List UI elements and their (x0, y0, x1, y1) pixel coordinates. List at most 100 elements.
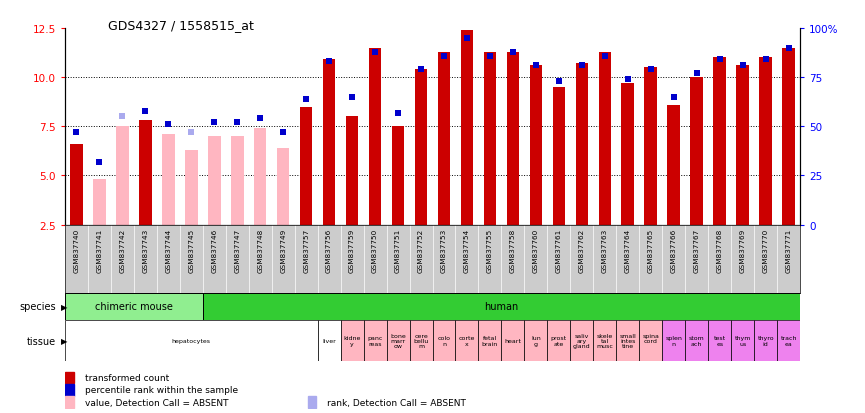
Text: GSM837754: GSM837754 (464, 228, 470, 273)
Bar (300, 107, 312, 225)
Text: ▶: ▶ (61, 302, 67, 311)
Bar (484, 52, 497, 225)
Text: GSM837771: GSM837771 (785, 228, 791, 273)
Bar (777, 320, 800, 361)
Text: corte
x: corte x (458, 335, 475, 346)
Text: GSM837744: GSM837744 (165, 228, 171, 273)
Bar (65, 396, 74, 408)
Bar (116, 127, 129, 225)
Bar (714, 58, 726, 225)
Text: lun
g: lun g (531, 335, 541, 346)
Bar (432, 320, 456, 361)
Bar (65, 372, 74, 383)
Text: small
intes
tine: small intes tine (619, 333, 636, 349)
Text: bone
marr
ow: bone marr ow (390, 333, 406, 349)
Bar (548, 320, 570, 361)
Text: human: human (484, 301, 518, 312)
Bar (731, 320, 754, 361)
Bar (599, 52, 612, 225)
Text: GSM837761: GSM837761 (556, 228, 562, 273)
Text: GSM837756: GSM837756 (326, 228, 332, 273)
Text: heart: heart (504, 338, 522, 343)
Bar (368, 49, 381, 225)
Text: GSM837748: GSM837748 (257, 228, 263, 273)
Bar (253, 129, 266, 225)
Bar (162, 135, 175, 225)
Bar (502, 320, 524, 361)
Text: GSM837763: GSM837763 (602, 228, 608, 273)
Text: species: species (20, 301, 56, 312)
Bar (593, 320, 616, 361)
Bar (185, 150, 197, 225)
Text: rank, Detection Call = ABSENT: rank, Detection Call = ABSENT (327, 398, 466, 407)
Text: GSM837743: GSM837743 (143, 228, 148, 273)
Text: GSM837752: GSM837752 (418, 228, 424, 273)
Text: liver: liver (323, 338, 336, 343)
Text: GSM837762: GSM837762 (579, 228, 585, 273)
Bar (754, 320, 777, 361)
Bar (507, 52, 519, 225)
Bar (139, 121, 151, 225)
Bar (392, 127, 404, 225)
Text: percentile rank within the sample: percentile rank within the sample (85, 385, 238, 394)
Text: chimeric mouse: chimeric mouse (95, 301, 173, 312)
Text: trach
ea: trach ea (780, 335, 797, 346)
Text: GSM837755: GSM837755 (487, 228, 493, 273)
Bar (478, 320, 502, 361)
Bar (461, 31, 473, 225)
Bar (685, 320, 708, 361)
Bar (575, 64, 588, 225)
Text: cere
bellu
m: cere bellu m (413, 333, 429, 349)
Bar (524, 320, 548, 361)
Text: GSM837750: GSM837750 (372, 228, 378, 273)
Text: GSM837770: GSM837770 (763, 228, 769, 273)
Text: thym
us: thym us (734, 335, 751, 346)
Bar (231, 137, 244, 225)
Bar (438, 52, 451, 225)
Bar (663, 320, 685, 361)
Bar (644, 68, 657, 225)
Text: kidne
y: kidne y (343, 335, 361, 346)
Bar (387, 320, 409, 361)
Bar (409, 320, 432, 361)
Text: GSM837749: GSM837749 (280, 228, 286, 273)
Bar (616, 320, 639, 361)
Bar (363, 320, 387, 361)
Text: skele
tal
musc: skele tal musc (596, 333, 613, 349)
Text: prost
ate: prost ate (551, 335, 567, 346)
Bar (529, 66, 542, 225)
Text: GSM837765: GSM837765 (648, 228, 654, 273)
Text: GSM837769: GSM837769 (740, 228, 746, 273)
Bar (736, 66, 749, 225)
Text: GDS4327 / 1558515_at: GDS4327 / 1558515_at (108, 19, 254, 31)
Text: GSM837760: GSM837760 (533, 228, 539, 273)
Text: GSM837759: GSM837759 (349, 228, 355, 273)
Text: GSM837767: GSM837767 (694, 228, 700, 273)
Text: GSM837764: GSM837764 (625, 228, 631, 273)
Text: spina
cord: spina cord (643, 333, 659, 349)
Text: tissue: tissue (27, 336, 56, 346)
Text: GSM837747: GSM837747 (234, 228, 240, 273)
Text: GSM837758: GSM837758 (510, 228, 516, 273)
Bar (346, 117, 358, 225)
Bar (414, 70, 427, 225)
Text: ▶: ▶ (61, 336, 67, 345)
Text: GSM837741: GSM837741 (96, 228, 102, 273)
Text: GSM837751: GSM837751 (395, 228, 401, 273)
Bar (317, 320, 341, 361)
Text: colo
n: colo n (438, 335, 451, 346)
Bar (668, 105, 680, 225)
Text: value, Detection Call = ABSENT: value, Detection Call = ABSENT (85, 398, 228, 407)
Bar (708, 320, 731, 361)
Bar (70, 145, 83, 225)
Text: splen
n: splen n (665, 335, 682, 346)
Text: fetal
brain: fetal brain (482, 335, 498, 346)
Text: GSM837766: GSM837766 (670, 228, 676, 273)
Bar (690, 78, 703, 225)
Text: test
es: test es (714, 335, 726, 346)
Bar (208, 137, 221, 225)
Bar (65, 384, 74, 396)
Bar (341, 320, 363, 361)
Text: saliv
ary
gland: saliv ary gland (573, 333, 591, 349)
Bar (782, 49, 795, 225)
